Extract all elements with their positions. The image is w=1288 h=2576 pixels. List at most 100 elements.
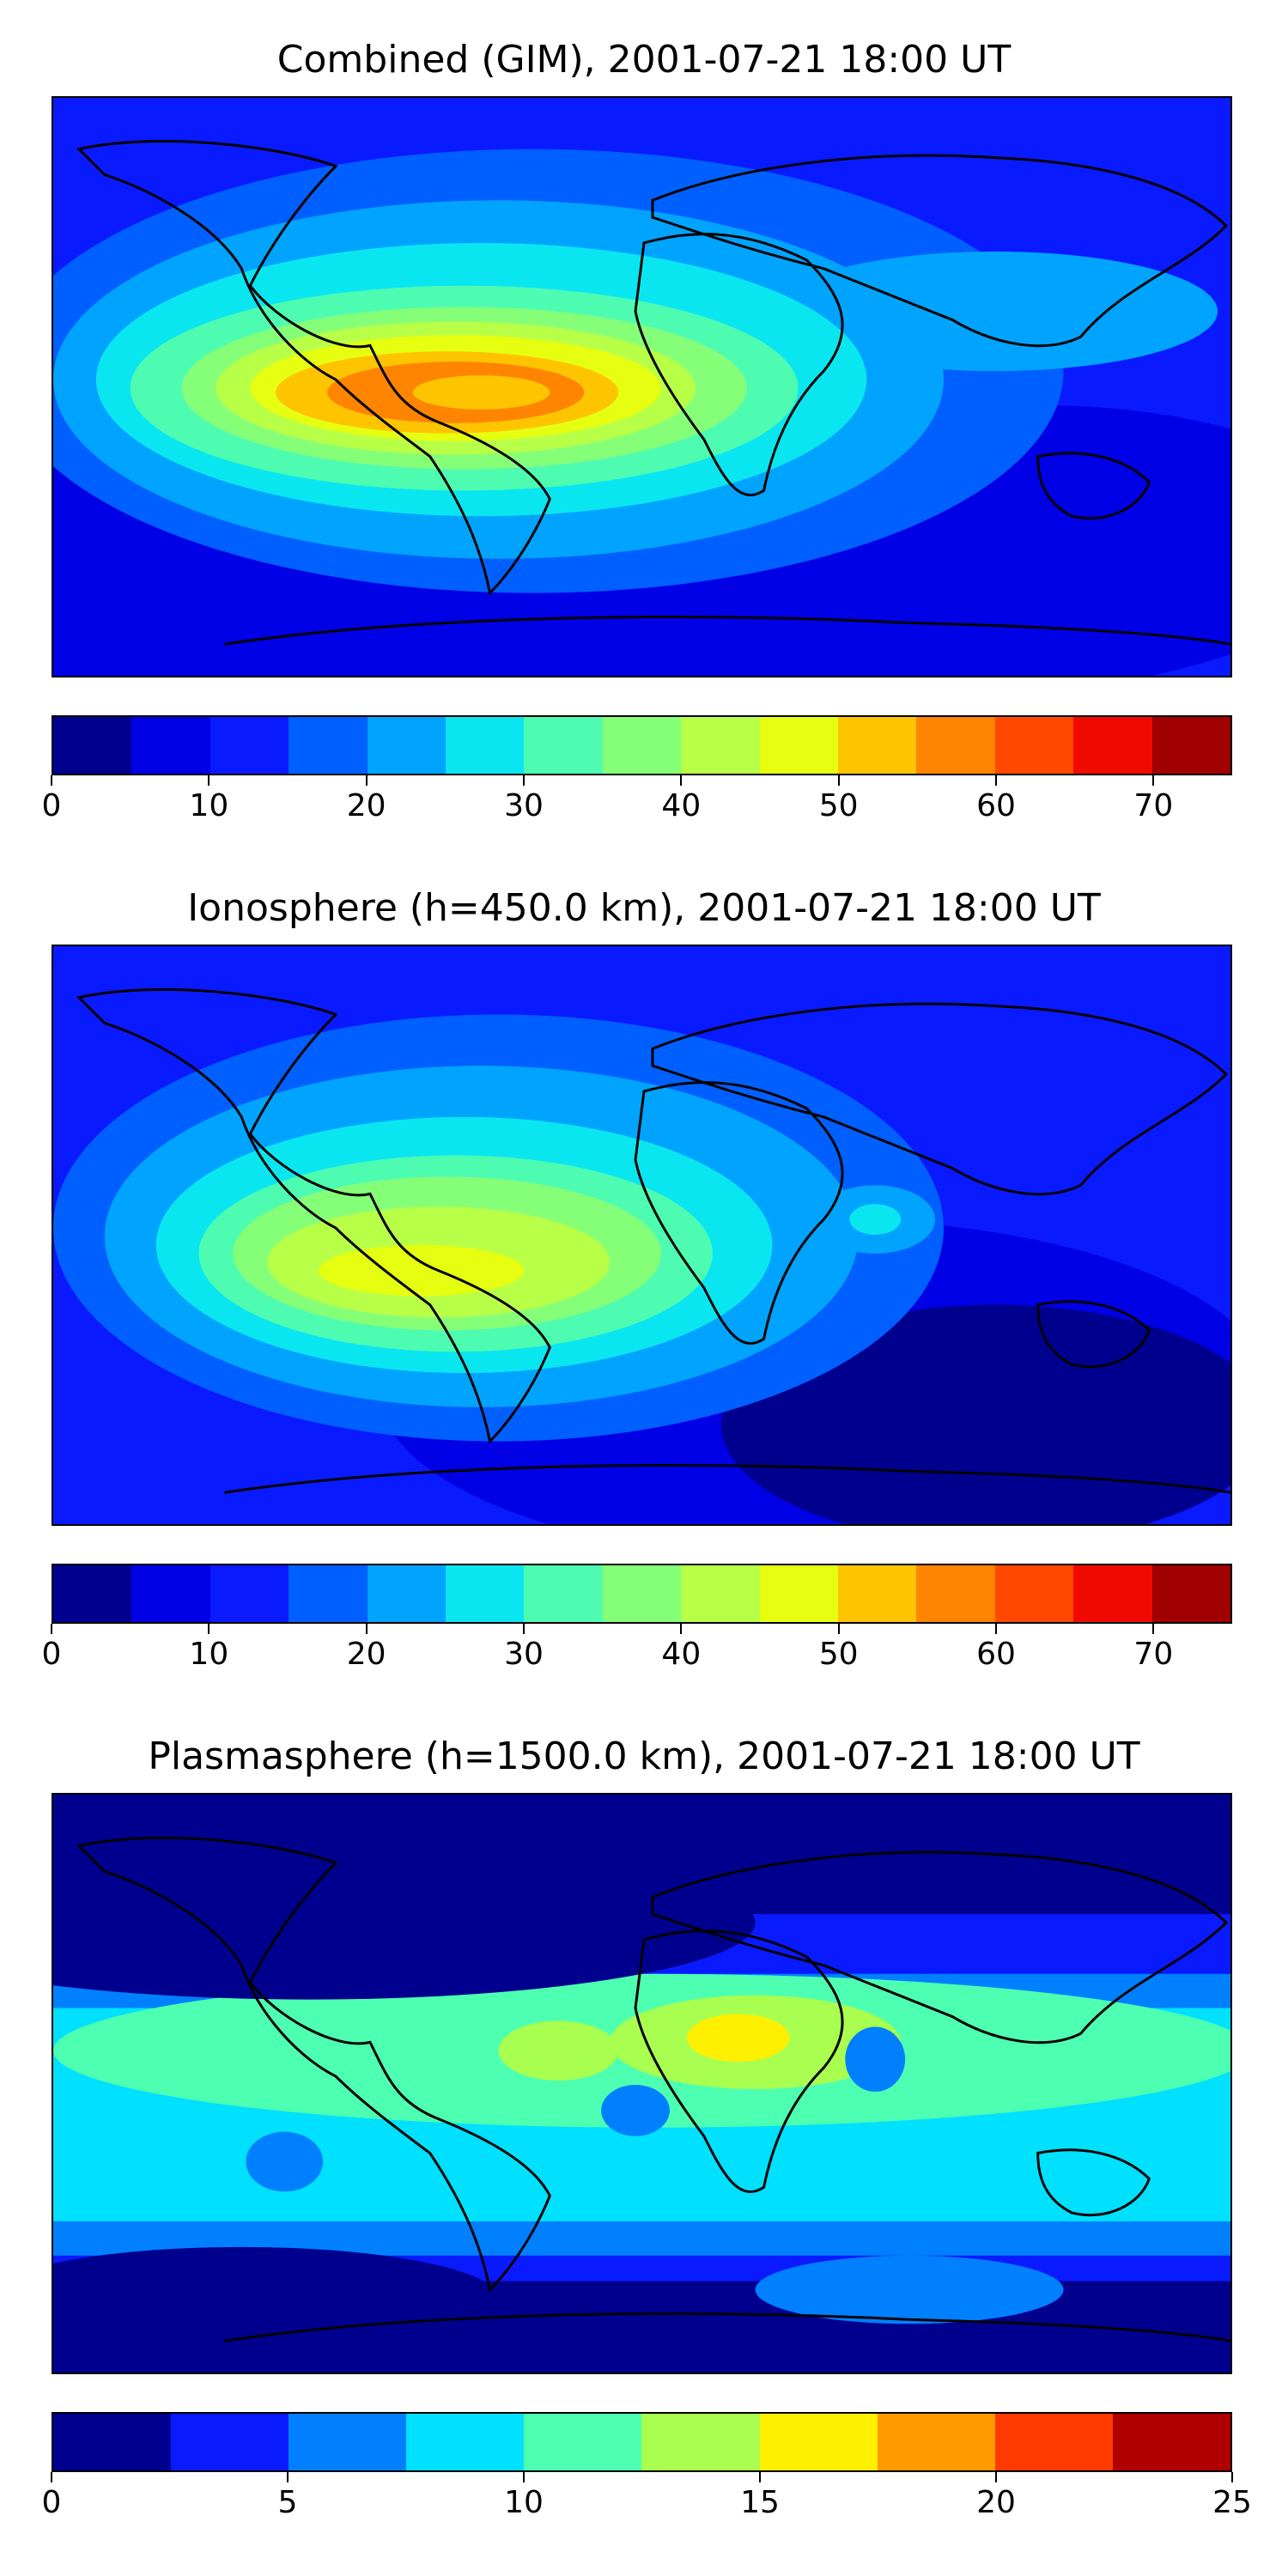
colorbar-tick-label: 10 — [504, 2485, 544, 2520]
colorbar-segment — [406, 2414, 525, 2470]
colorbar-tick — [51, 775, 52, 786]
colorbar-segment — [916, 1565, 995, 1622]
coastlines — [76, 987, 1230, 1494]
map-canvas — [53, 98, 1230, 676]
colorbar — [52, 715, 1232, 775]
colorbar-segment — [524, 1565, 603, 1622]
map-title: Plasmasphere (h=1500.0 km), 2001-07-21 1… — [148, 1735, 1140, 1778]
colorbar — [52, 2412, 1232, 2472]
colorbar-segment — [446, 717, 525, 774]
colorbar-tick-label: 30 — [504, 1637, 544, 1672]
tec-map — [52, 96, 1232, 677]
colorbar-segment — [289, 1565, 368, 1622]
colorbar-tick — [837, 1624, 840, 1634]
colorbar-segment — [759, 2414, 878, 2470]
colorbar-tick-label: 10 — [189, 788, 229, 823]
colorbar-segment — [681, 1565, 760, 1622]
colorbar-tick — [208, 775, 210, 786]
colorbar-tick — [995, 2472, 997, 2482]
colorbar-tick — [51, 1624, 52, 1634]
colorbar-tick — [287, 2472, 289, 2482]
colorbar-tick-label: 0 — [41, 788, 62, 823]
colorbar-tick-label: 70 — [1133, 788, 1174, 823]
colorbar-tick — [1152, 775, 1155, 786]
colorbar-tick — [995, 1624, 997, 1634]
coastlines — [76, 139, 1230, 646]
colorbar-tick-label: 20 — [346, 788, 386, 823]
colorbar-tick — [523, 775, 525, 786]
colorbar-segment — [1151, 717, 1231, 774]
colorbar-segment — [1112, 2414, 1230, 2470]
colorbar-tick-label: 40 — [661, 1637, 702, 1672]
colorbar-segment — [210, 1565, 289, 1622]
colorbar-segment — [53, 2414, 172, 2470]
colorbar-tick — [680, 775, 683, 786]
colorbar-tick — [759, 2472, 761, 2482]
colorbar-segment — [838, 717, 917, 774]
map-canvas — [53, 946, 1230, 1524]
colorbar-tick-label: 60 — [976, 788, 1016, 823]
colorbar-tick — [365, 775, 368, 786]
colorbar-segment — [916, 717, 995, 774]
colorbar-segment — [759, 717, 839, 774]
colorbar-tick — [523, 1624, 525, 1634]
colorbar-tick-label: 50 — [818, 788, 859, 823]
colorbar-tick-label: 0 — [41, 1637, 62, 1672]
colorbar-ticks: 0 10 20 30 40 50 60 70 — [42, 775, 1232, 827]
colorbar-segment — [602, 717, 682, 774]
colorbar-segment — [131, 717, 210, 774]
colorbar-tick — [995, 775, 997, 786]
colorbar-tick-label: 25 — [1212, 2485, 1252, 2520]
colorbar-segment — [524, 717, 603, 774]
colorbar-segment — [641, 2414, 760, 2470]
colorbar-tick-label: 10 — [189, 1637, 229, 1672]
colorbar-segment — [877, 2414, 995, 2470]
coastlines — [76, 1836, 1230, 2342]
colorbar-segment — [289, 2414, 407, 2470]
colorbar-segment — [759, 1565, 839, 1622]
colorbar-tick — [680, 1624, 683, 1634]
colorbar-segment — [289, 717, 368, 774]
colorbar-segment — [210, 717, 289, 774]
colorbar-segment — [681, 717, 760, 774]
colorbar-tick-label: 20 — [346, 1637, 386, 1672]
map-canvas — [53, 1795, 1230, 2372]
colorbar-tick-label: 40 — [661, 788, 702, 823]
tec-map — [52, 945, 1232, 1526]
map-title: Ionosphere (h=450.0 km), 2001-07-21 18:0… — [187, 886, 1101, 930]
colorbar-segment — [1073, 1565, 1152, 1622]
colorbar — [52, 1564, 1232, 1624]
colorbar-segment — [53, 717, 132, 774]
colorbar-tick — [51, 2472, 52, 2482]
colorbar-segment — [1073, 717, 1152, 774]
colorbar-tick — [1152, 1624, 1155, 1634]
colorbar-segment — [367, 717, 447, 774]
colorbar-segment — [53, 1565, 132, 1622]
colorbar-segment — [524, 2414, 642, 2470]
colorbar-tick-label: 60 — [976, 1637, 1016, 1672]
colorbar-tick-label: 30 — [504, 788, 544, 823]
colorbar-tick-label: 70 — [1133, 1637, 1174, 1672]
colorbar-segment — [994, 1565, 1074, 1622]
colorbar-tick — [837, 775, 840, 786]
tec-map — [52, 1793, 1232, 2374]
colorbar-segment — [367, 1565, 447, 1622]
colorbar-ticks: 0 5 10 15 20 25 — [42, 2472, 1252, 2524]
colorbar-ticks: 0 10 20 30 40 50 60 70 — [42, 1624, 1232, 1675]
colorbar-tick — [365, 1624, 368, 1634]
colorbar-segment — [994, 717, 1074, 774]
colorbar-tick-label: 5 — [277, 2485, 298, 2520]
colorbar-segment — [602, 1565, 682, 1622]
colorbar-segment — [838, 1565, 917, 1622]
colorbar-tick — [208, 1624, 210, 1634]
colorbar-tick — [1231, 2472, 1233, 2482]
colorbar-segment — [131, 1565, 210, 1622]
colorbar-tick-label: 15 — [740, 2485, 780, 2520]
colorbar-segment — [1151, 1565, 1231, 1622]
colorbar-tick-label: 20 — [976, 2485, 1016, 2520]
colorbar-segment — [446, 1565, 525, 1622]
map-title: Combined (GIM), 2001-07-21 18:00 UT — [276, 38, 1012, 82]
colorbar-segment — [171, 2414, 289, 2470]
colorbar-tick — [523, 2472, 525, 2482]
colorbar-segment — [994, 2414, 1113, 2470]
